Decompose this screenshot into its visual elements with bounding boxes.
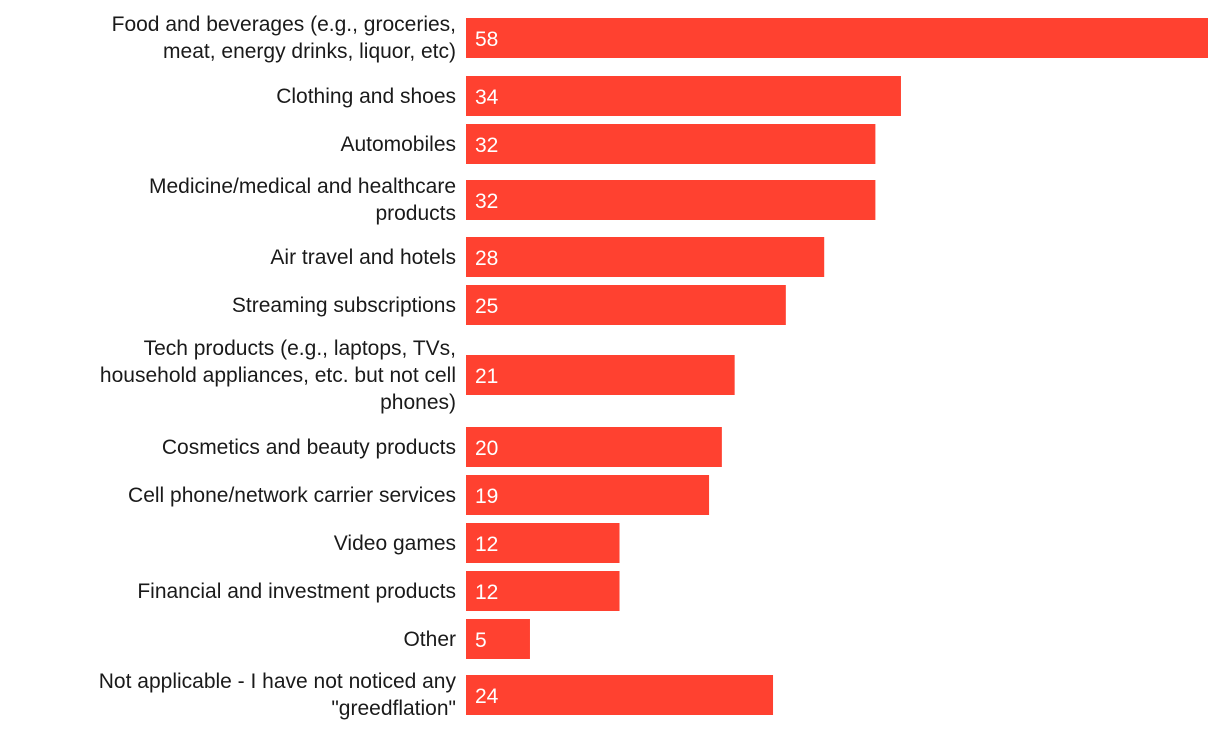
value-label: 58 [475,28,498,51]
bar [466,619,530,659]
value-label: 21 [475,365,498,388]
category-label: Cell phone/network carrier services [128,483,456,507]
bar [466,675,774,715]
value-label: 5 [475,629,487,652]
value-label: 32 [475,134,498,157]
bar [466,571,620,611]
value-label: 12 [475,533,498,556]
category-label: Cosmetics and beauty products [161,435,456,459]
bar [466,523,620,563]
category-label: Air travel and hotels [270,245,456,269]
bar [466,124,876,164]
bar [466,427,722,467]
category-label: Clothing and shoes [276,84,456,108]
value-label: 25 [475,295,498,318]
category-label: Video games [333,531,456,555]
bar [466,180,876,220]
category-label: Food and beverages (e.g., groceries, meat… [111,13,456,63]
bar [466,76,901,116]
value-label: 19 [475,485,498,508]
category-label: Financial and investment products [137,579,456,603]
bar [466,237,825,277]
category-label: Other [403,627,456,651]
value-label: 28 [475,247,498,270]
bar [466,355,735,395]
value-label: 20 [475,437,498,460]
value-label: 24 [475,685,499,708]
category-label: Tech products (e.g., laptops, TVs, househ… [99,336,456,414]
bar [466,285,786,325]
category-label: Not applicable - I have not noticed any "… [98,670,456,720]
value-label: 12 [475,581,498,604]
category-label: Automobiles [340,132,456,156]
category-label: Streaming subscriptions [231,293,456,317]
value-label: 34 [475,86,499,109]
bar [466,18,1208,58]
bar [466,475,710,515]
category-label: Medicine/medical and healthcare products [148,175,456,225]
value-label: 32 [475,190,498,213]
